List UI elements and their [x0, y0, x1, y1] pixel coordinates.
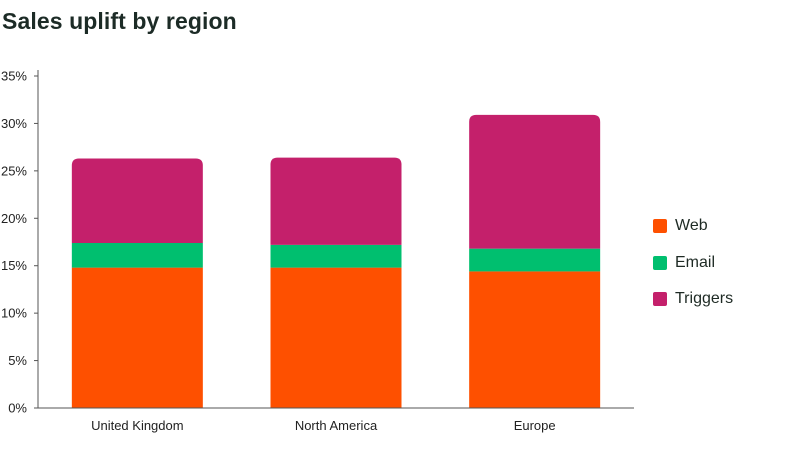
- bar-email-2: [469, 248, 601, 272]
- bar-web-1: [270, 267, 402, 408]
- y-tick-label: 15%: [1, 258, 27, 273]
- bar-triggers-0: [71, 158, 203, 243]
- legend: Web Email Triggers: [653, 208, 733, 318]
- x-labels-group: United Kingdom North America Europe: [91, 418, 556, 433]
- y-tick-label: 0%: [8, 401, 27, 416]
- y-tick-label: 25%: [1, 163, 27, 178]
- y-tick-label: 30%: [1, 116, 27, 131]
- bar-triggers-1: [270, 157, 402, 245]
- y-tick-label: 5%: [8, 353, 27, 368]
- legend-item-email: Email: [653, 245, 733, 282]
- x-category-label: United Kingdom: [91, 418, 184, 433]
- legend-item-web: Web: [653, 208, 733, 245]
- bars-group: [71, 114, 601, 408]
- bar-email-1: [270, 244, 402, 268]
- bar-email-0: [71, 242, 203, 268]
- bar-web-2: [469, 271, 601, 408]
- legend-label: Web: [675, 217, 708, 235]
- y-ticks-group: 0% 5% 10% 15% 20% 25% 30% 35%: [1, 69, 38, 416]
- x-category-label: North America: [295, 418, 378, 433]
- legend-swatch: [653, 255, 667, 270]
- legend-label: Email: [675, 253, 716, 271]
- legend-swatch: [653, 292, 667, 307]
- legend-swatch: [653, 219, 667, 234]
- chart-title: Sales uplift by region: [2, 8, 237, 34]
- x-category-label: Europe: [514, 418, 556, 433]
- y-tick-label: 10%: [1, 306, 27, 321]
- legend-item-triggers: Triggers: [653, 281, 733, 318]
- y-tick-label: 35%: [1, 69, 27, 84]
- legend-label: Triggers: [675, 290, 734, 308]
- y-tick-label: 20%: [1, 211, 27, 226]
- bar-web-0: [71, 267, 203, 408]
- bar-triggers-2: [469, 114, 601, 249]
